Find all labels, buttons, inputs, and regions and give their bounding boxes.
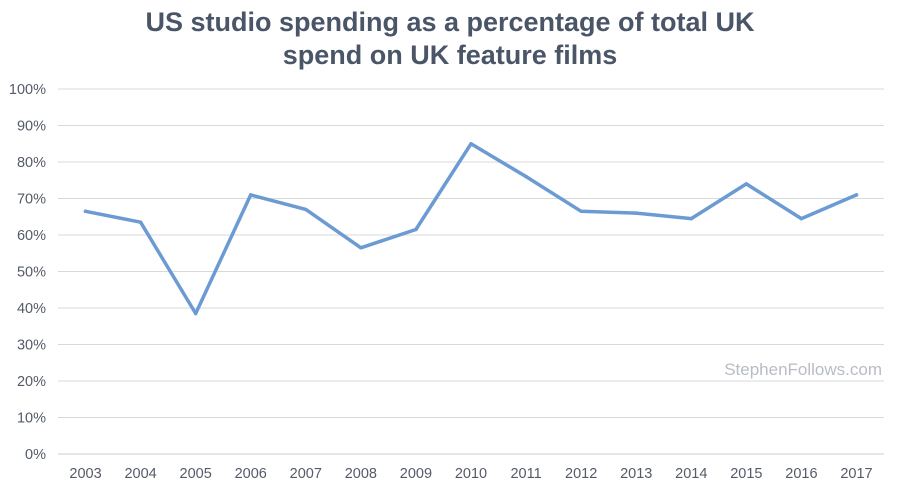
data-point	[138, 220, 143, 224]
y-tick-label: 90%	[17, 119, 46, 135]
chart-title-line-2: spend on UK feature films	[282, 40, 618, 70]
y-tick-label: 10%	[17, 411, 46, 427]
data-point	[248, 193, 253, 197]
y-tick-label: 50%	[17, 265, 46, 281]
chart-title: US studio spending as a percentage of to…	[0, 6, 900, 72]
y-tick-label: 80%	[17, 155, 46, 171]
x-tick-label: 2004	[124, 466, 156, 482]
y-tick-label: 100%	[9, 82, 46, 98]
x-tick-label: 2011	[510, 466, 541, 482]
data-point	[744, 182, 749, 186]
x-tick-label: 2005	[180, 466, 212, 482]
x-tick-label: 2008	[345, 466, 377, 482]
data-point	[524, 174, 528, 179]
y-tick-label: 60%	[17, 228, 46, 244]
chart-title-line-1: US studio spending as a percentage of to…	[145, 7, 755, 37]
x-tick-label: 2016	[785, 466, 817, 482]
data-point	[689, 216, 694, 221]
x-tick-label: 2006	[235, 466, 267, 482]
x-tick-label: 2003	[69, 466, 101, 482]
y-tick-label: 30%	[17, 338, 46, 354]
x-tick-label: 2014	[675, 466, 707, 482]
x-tick-label: 2013	[620, 466, 652, 482]
y-tick-label: 0%	[25, 447, 46, 463]
x-tick-label: 2015	[730, 466, 762, 482]
data-point	[854, 193, 859, 197]
x-tick-label: 2012	[565, 466, 597, 482]
x-axis-ticks: 2003 2004 2005 2006 2007 2008 2009 2010 2011 2012…	[69, 466, 872, 482]
x-tick-label: 2010	[455, 466, 487, 482]
y-axis-ticks: 0% 10% 20% 30% 40% 50% 60% 70% 80% 90% 100%	[9, 82, 46, 463]
x-tick-label: 2007	[290, 466, 322, 482]
series-layer	[83, 142, 859, 316]
data-point	[414, 227, 418, 232]
gridlines	[58, 88, 884, 455]
data-point	[304, 207, 308, 212]
data-point	[193, 311, 198, 316]
x-tick-label: 2017	[840, 466, 872, 482]
data-point	[579, 209, 583, 214]
data-point	[469, 142, 473, 146]
series-line-0	[83, 142, 859, 316]
y-tick-label: 40%	[17, 301, 46, 317]
data-point	[634, 211, 638, 215]
data-point	[359, 246, 363, 250]
watermark: StephenFollows.com	[724, 360, 882, 379]
y-tick-label: 20%	[17, 374, 46, 390]
y-tick-label: 70%	[17, 192, 46, 208]
x-tick-label: 2009	[400, 466, 432, 482]
data-point	[799, 216, 804, 221]
data-point	[83, 209, 88, 214]
